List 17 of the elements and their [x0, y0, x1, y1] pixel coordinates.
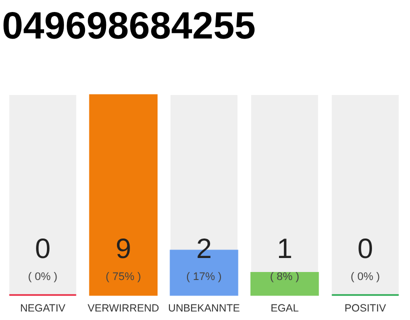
data-label: 0 — [34, 233, 51, 264]
x-tick-label: UNBEKANNTE — [168, 302, 240, 314]
data-label: 2 — [196, 233, 212, 264]
annotation: ( 8% ) — [270, 271, 300, 283]
annotation: ( 75% ) — [106, 271, 142, 283]
x-tick-label: EGAL — [270, 302, 299, 314]
x-tick-label: POSITIV — [344, 302, 386, 314]
x-tick-label: VERWIRREND — [88, 302, 160, 314]
bar — [250, 272, 319, 296]
data-label: 1 — [276, 233, 292, 264]
annotation: ( 0% ) — [350, 271, 380, 283]
chart-title: 049698684255 — [2, 5, 256, 48]
annotation: ( 17% ) — [186, 271, 222, 283]
annotation: ( 0% ) — [28, 271, 58, 283]
x-tick-label: NEGATIV — [20, 302, 66, 314]
data-label: 9 — [116, 233, 132, 264]
data-label: 0 — [357, 233, 374, 264]
